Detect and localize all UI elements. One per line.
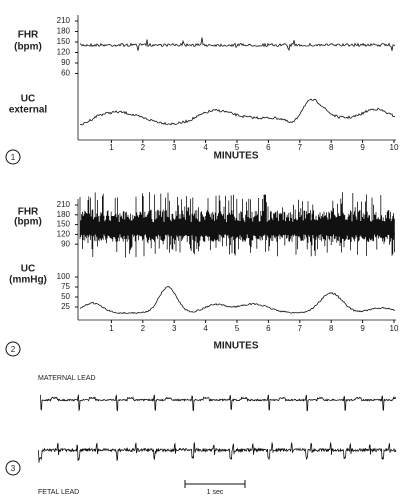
panel-number: 1 — [11, 153, 16, 162]
panel-badge — [5, 341, 21, 357]
uc-label: UC — [21, 94, 35, 105]
panel-number: 3 — [11, 464, 16, 473]
uc-label: (mmHg) — [9, 275, 47, 286]
fhr-trace — [79, 37, 396, 51]
uc-trace — [79, 286, 396, 314]
minute-label: 7 — [298, 143, 303, 152]
x-title: MINUTES — [214, 341, 259, 352]
panel-number: 2 — [11, 345, 16, 354]
minute-label: 4 — [203, 143, 208, 152]
fhr-tick-label: 90 — [61, 58, 70, 67]
uc-tick-label: 50 — [61, 292, 70, 301]
fhr-tick-label: 120 — [57, 48, 71, 57]
minute-label: 2 — [141, 143, 146, 152]
fhr-label: (bpm) — [14, 42, 42, 53]
uc-tick-label: 100 — [57, 272, 71, 281]
minute-label: 9 — [360, 324, 365, 333]
minute-label: 5 — [235, 324, 240, 333]
fhr-tick-label: 180 — [57, 210, 71, 219]
uc-tick-label: 75 — [61, 282, 70, 291]
fhr-label: FHR — [18, 30, 39, 41]
uc-tick-label: 25 — [61, 302, 70, 311]
fhr-tick-label: 150 — [57, 37, 71, 46]
minute-label: 10 — [390, 143, 399, 152]
fetal-ecg — [37, 441, 397, 463]
fhr-tick-label: 150 — [57, 220, 71, 229]
x-title: MINUTES — [214, 151, 259, 162]
minute-label: 5 — [235, 143, 240, 152]
fhr-tick-label: 120 — [57, 230, 71, 239]
fhr-tick-label: 90 — [61, 239, 70, 248]
panel-badge — [5, 149, 21, 165]
uc-label: UC — [21, 264, 35, 275]
fhr-label: (bpm) — [14, 217, 42, 228]
uc-label: external — [9, 105, 48, 116]
maternal-ecg — [39, 393, 397, 412]
scale-label: 1 sec — [207, 489, 224, 496]
fhr-label: FHR — [18, 207, 39, 218]
minute-label: 7 — [298, 324, 303, 333]
minute-label: 2 — [141, 324, 146, 333]
fetal-label: FETAL LEAD — [38, 489, 79, 496]
minute-label: 3 — [172, 324, 177, 333]
minute-label: 4 — [203, 324, 208, 333]
minute-label: 9 — [360, 143, 365, 152]
fhr-trace — [79, 192, 395, 258]
minute-label: 8 — [329, 324, 334, 333]
fhr-tick-label: 60 — [61, 69, 70, 78]
panel-badge — [5, 460, 21, 476]
minute-label: 6 — [266, 324, 271, 333]
minute-label: 1 — [109, 324, 114, 333]
fhr-tick-label: 210 — [57, 16, 71, 25]
minute-label: 3 — [172, 143, 177, 152]
fhr-tick-label: 210 — [57, 200, 71, 209]
fhr-tick-label: 180 — [57, 27, 71, 36]
minute-label: 6 — [266, 143, 271, 152]
minute-label: 8 — [329, 143, 334, 152]
minute-label: 10 — [390, 324, 399, 333]
maternal-label: MATERNAL LEAD — [38, 375, 96, 382]
uc-trace — [79, 98, 396, 126]
minute-label: 1 — [109, 143, 114, 152]
